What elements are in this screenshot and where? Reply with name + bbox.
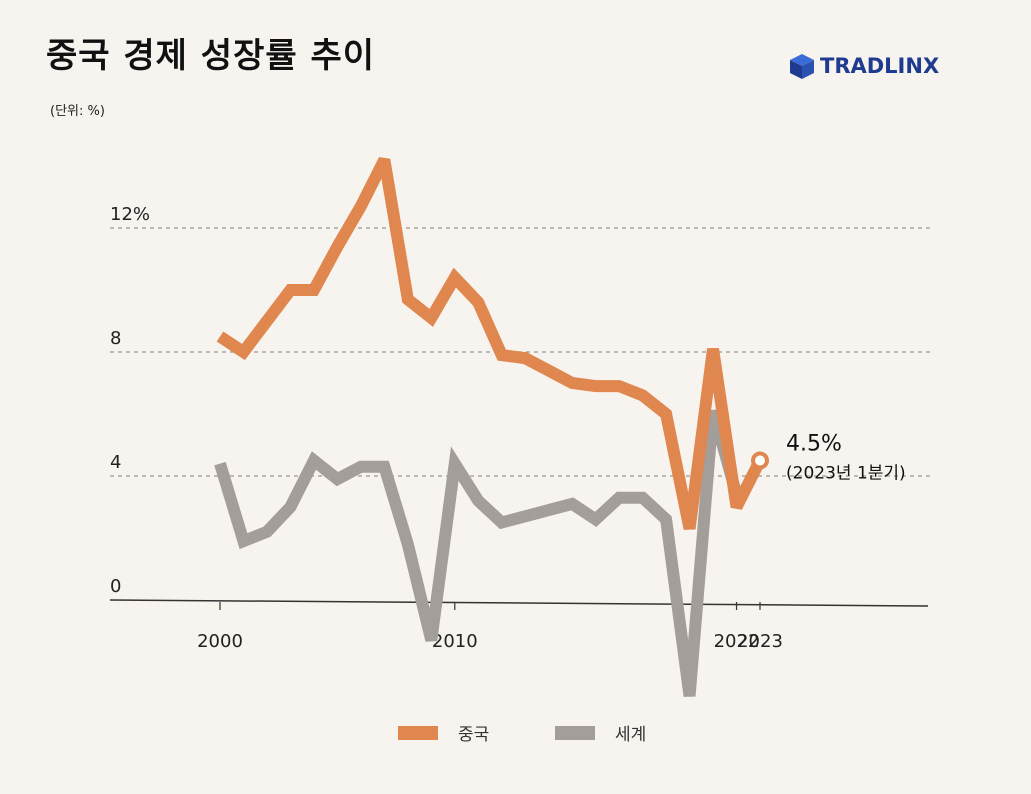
china-series-line [216,157,766,530]
label-layer: 4.5% (2023년 1분기) [786,432,906,484]
grid-layer: 12% 8 4 0 [110,204,930,597]
legend-item-world: 세계 [555,720,646,745]
x-axis-line [109,599,929,607]
legend-label-china: 중국 [458,725,490,745]
y-tick-label: 12% [110,204,150,225]
x-tick-label: 2010 [432,631,478,652]
cube-icon [790,54,814,79]
logo-text: TRADLINX [820,54,940,78]
y-tick-label: 0 [110,576,121,597]
chart-title: 중국 경제 성장률 추이 [46,36,376,76]
annotation-note: (2023년 1분기) [786,464,906,484]
x-tick-label: 2023 [737,631,783,652]
legend-swatch-china [398,725,438,740]
legend-swatch-world [555,725,595,740]
legend-item-china: 중국 [398,720,489,745]
series-layer [214,157,769,697]
annotation-marker [751,451,769,470]
legend: 중국 세계 [0,720,1031,750]
world-series-line [214,409,743,697]
y-tick-label: 4 [110,452,121,473]
unit-label: (단위: %) [50,104,105,119]
annotation-value: 4.5% [786,432,842,457]
legend-label-world: 세계 [615,725,647,745]
x-tick-label: 2000 [197,631,243,652]
x-tick-label: 2022 [714,631,760,652]
y-tick-label: 8 [110,328,121,349]
tradlinx-logo: TRADLINX [788,52,939,80]
